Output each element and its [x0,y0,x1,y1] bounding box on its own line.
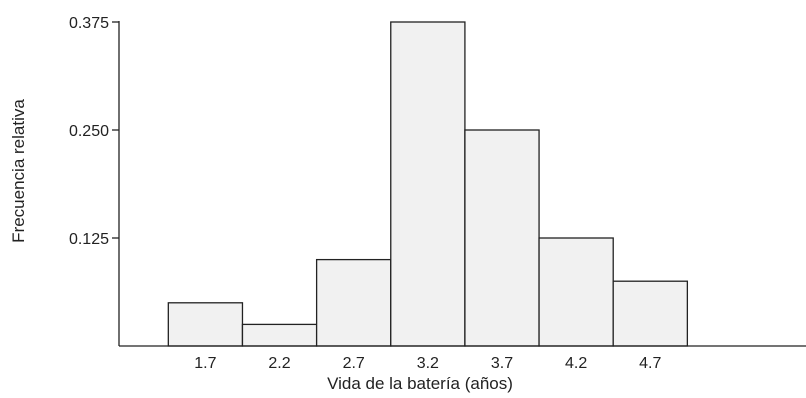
y-axis-title: Frecuencia relativa [9,99,28,243]
x-axis-title: Vida de la batería (años) [327,374,513,393]
histogram-bar [241,323,318,347]
x-tick-label: 1.7 [194,355,216,372]
histogram-bar [612,280,689,347]
x-ticks-group: 1.7 2.2 2.7 3.2 3.7 4.2 4.7 [194,355,661,372]
y-tick-label: 0.250 [69,123,109,140]
histogram-bar [538,237,614,347]
x-tick-label: 3.2 [417,355,439,372]
x-tick-label: 4.7 [639,355,661,372]
histogram-bar [167,302,244,347]
bars-group [167,21,689,347]
x-tick-label: 4.2 [565,355,587,372]
x-tick-label: 2.2 [268,355,290,372]
histogram-bar [464,129,540,347]
x-tick-label: 2.7 [343,355,365,372]
y-tick-label: 0.375 [69,15,109,32]
histogram-bar [390,21,466,347]
histogram-bar [315,258,392,347]
x-tick-label: 3.7 [491,355,513,372]
y-ticks-group: 0.125 0.250 0.375 [69,15,119,248]
y-tick-label: 0.125 [69,231,109,248]
